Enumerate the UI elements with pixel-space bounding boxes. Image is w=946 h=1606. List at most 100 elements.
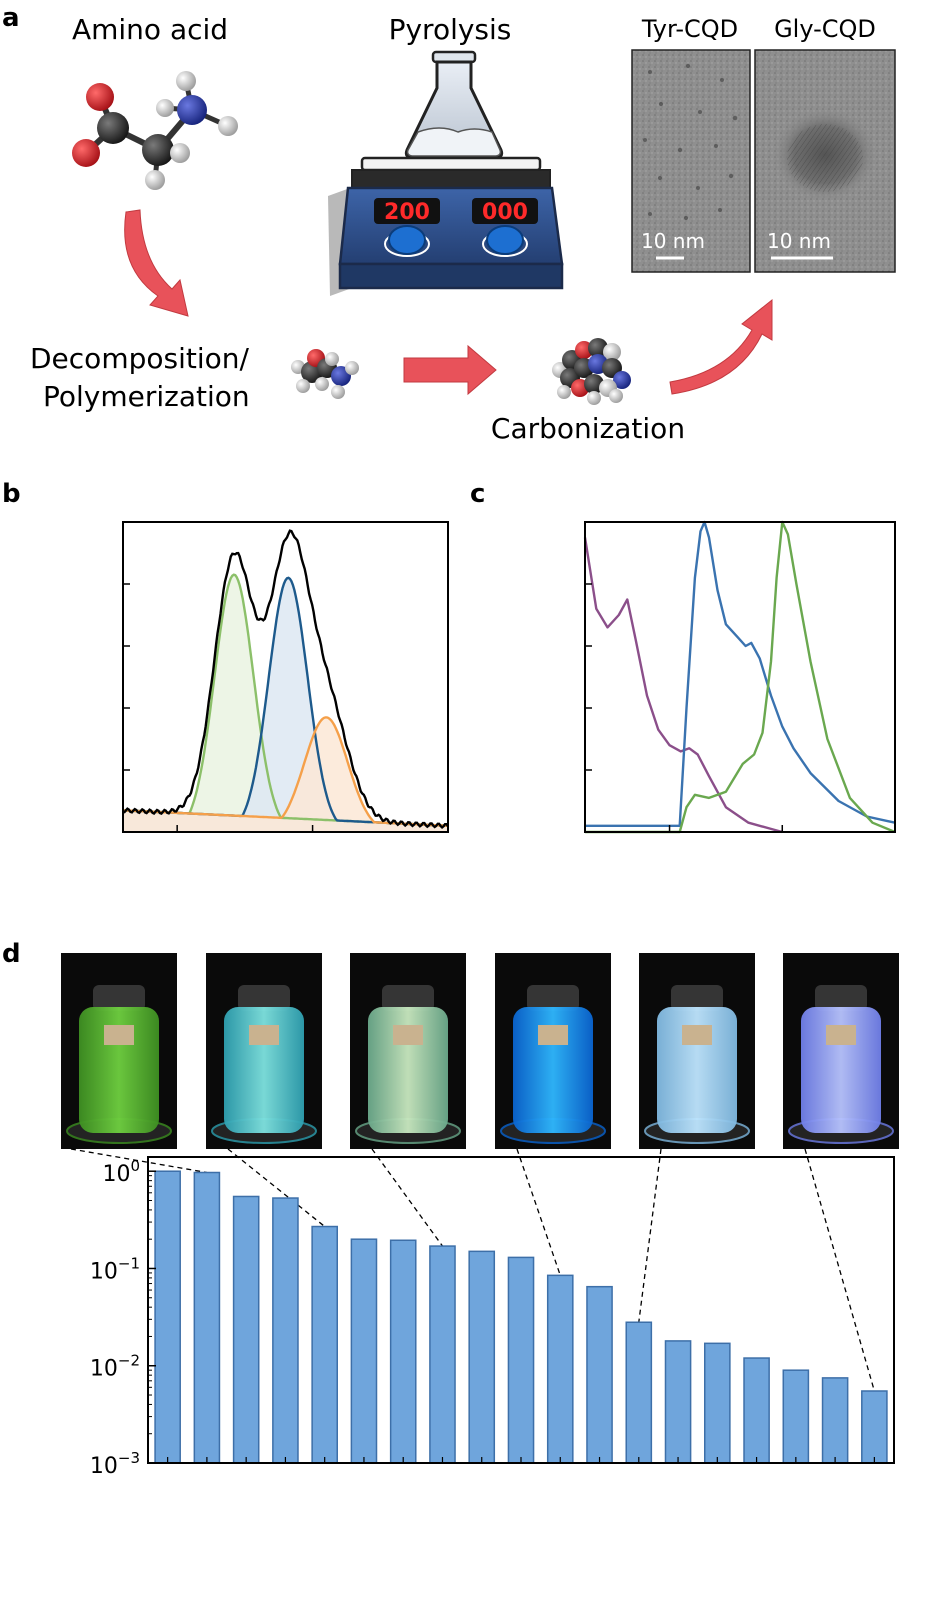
panel-b-letter: b bbox=[2, 479, 21, 509]
plot-frame-c bbox=[584, 521, 896, 833]
curved-arrow-down-icon bbox=[124, 209, 189, 317]
vial-liquid bbox=[79, 1007, 159, 1133]
vial-tag bbox=[104, 1025, 134, 1045]
bar-tyr bbox=[861, 1390, 888, 1464]
carbon-cluster-icon bbox=[552, 338, 631, 405]
panel-d-letter: d bbox=[2, 939, 21, 969]
peak-fill-2 bbox=[123, 717, 448, 832]
vial-photos bbox=[61, 953, 899, 1149]
amino-acid-title: Amino acid bbox=[72, 13, 228, 46]
bar-gly bbox=[272, 1197, 299, 1464]
vial-photo-his bbox=[350, 953, 466, 1149]
carbonization-label: Carbonization bbox=[491, 412, 685, 445]
y-tick-exp: −3 bbox=[118, 1449, 140, 1467]
series-line-2 bbox=[585, 520, 896, 834]
vial-photo-lys bbox=[206, 953, 322, 1149]
panel-a-letter: a bbox=[2, 3, 20, 33]
flask-icon bbox=[404, 50, 504, 160]
y-tick-base: 10 bbox=[102, 1162, 130, 1187]
bar-pro bbox=[389, 1239, 417, 1464]
vial-tag bbox=[682, 1025, 712, 1045]
vial-neck bbox=[815, 985, 867, 1011]
bar-his bbox=[429, 1245, 456, 1464]
vial-tag bbox=[393, 1025, 423, 1045]
bar-met bbox=[625, 1321, 653, 1464]
bar-glu bbox=[154, 1170, 181, 1464]
y-tick-label-d: 100 bbox=[102, 1157, 140, 1187]
panel-b: b bbox=[2, 479, 449, 833]
vial-photo-asn bbox=[61, 953, 177, 1149]
arrow-right-icon bbox=[403, 344, 497, 396]
bar-val bbox=[743, 1357, 770, 1464]
bar-asp bbox=[704, 1342, 731, 1464]
bar-lys bbox=[311, 1225, 338, 1464]
pyrolysis-title: Pyrolysis bbox=[389, 13, 512, 46]
vial-photo-arg bbox=[495, 953, 611, 1149]
vial-photo-tyr bbox=[783, 953, 899, 1149]
hotplate-icon: 200 000 bbox=[328, 156, 564, 296]
bar-arg bbox=[546, 1274, 574, 1464]
y-tick-exp: −1 bbox=[118, 1254, 140, 1272]
vial-liquid bbox=[224, 1007, 304, 1133]
panel-c-letter: c bbox=[470, 479, 485, 509]
bar-ala bbox=[586, 1285, 613, 1464]
connector-line-asn bbox=[70, 1148, 208, 1174]
connector-line-met bbox=[638, 1148, 662, 1323]
tem-tyr-label: Tyr-CQD bbox=[641, 15, 738, 43]
y-tick-exp: 0 bbox=[130, 1157, 140, 1175]
series-line-0 bbox=[583, 537, 783, 834]
scale-bar-tyr-label: 10 nm bbox=[641, 229, 705, 253]
vial-liquid bbox=[368, 1007, 448, 1133]
bar-gln bbox=[468, 1250, 496, 1464]
vial-neck bbox=[93, 985, 145, 1011]
vial-neck bbox=[527, 985, 579, 1011]
knob-left-icon bbox=[388, 225, 426, 255]
y-tick-exp: −2 bbox=[118, 1352, 140, 1370]
peak-fill-1 bbox=[123, 577, 448, 832]
connector-line-his bbox=[371, 1148, 443, 1247]
panel-c: c bbox=[470, 479, 896, 834]
y-tick-base: 10 bbox=[90, 1259, 118, 1284]
vial-neck bbox=[671, 985, 723, 1011]
series-line-1 bbox=[585, 520, 896, 827]
glycine-molecule-icon bbox=[72, 71, 238, 190]
decomposition-label-1: Decomposition/ bbox=[30, 342, 249, 375]
tem-image-tyr: 10 nm bbox=[631, 49, 751, 273]
vial-liquid bbox=[513, 1007, 593, 1133]
decomposition-label-2: Polymerization bbox=[43, 380, 250, 413]
vial-neck bbox=[238, 985, 290, 1011]
display-left: 200 bbox=[384, 200, 430, 225]
bar-cys bbox=[507, 1256, 535, 1464]
plot-frame-b bbox=[122, 521, 449, 833]
connector-line-lys bbox=[227, 1148, 326, 1228]
y-tick-label-d: 10−1 bbox=[90, 1254, 140, 1284]
panel-a: a Amino acid Decomp bbox=[2, 3, 896, 445]
peak-line-2 bbox=[122, 716, 449, 827]
vial-tag bbox=[826, 1025, 856, 1045]
bar-trp bbox=[664, 1340, 692, 1464]
display-right: 000 bbox=[482, 200, 528, 225]
connector-line-arg bbox=[516, 1148, 561, 1276]
knob-right-icon bbox=[486, 225, 524, 255]
bar-asn bbox=[193, 1171, 221, 1464]
tem-image-gly: 10 nm bbox=[754, 49, 896, 273]
bar-ser bbox=[232, 1195, 260, 1464]
tem-gly-label: Gly-CQD bbox=[774, 15, 876, 43]
connector-line-tyr bbox=[804, 1148, 875, 1392]
y-tick-label-d: 10−2 bbox=[90, 1352, 140, 1382]
bar-ile bbox=[782, 1369, 810, 1464]
y-tick-base: 10 bbox=[90, 1357, 118, 1382]
spectra-chart bbox=[583, 520, 896, 834]
scale-bar-gly-label: 10 nm bbox=[767, 229, 831, 253]
xps-chart bbox=[122, 521, 449, 833]
vial-tag bbox=[249, 1025, 279, 1045]
bar-thr bbox=[350, 1238, 378, 1464]
oligomer-molecule-icon bbox=[291, 349, 359, 399]
bar-leu bbox=[821, 1377, 849, 1464]
y-tick-base: 10 bbox=[90, 1454, 118, 1479]
vial-liquid bbox=[657, 1007, 737, 1133]
vial-neck bbox=[382, 985, 434, 1011]
